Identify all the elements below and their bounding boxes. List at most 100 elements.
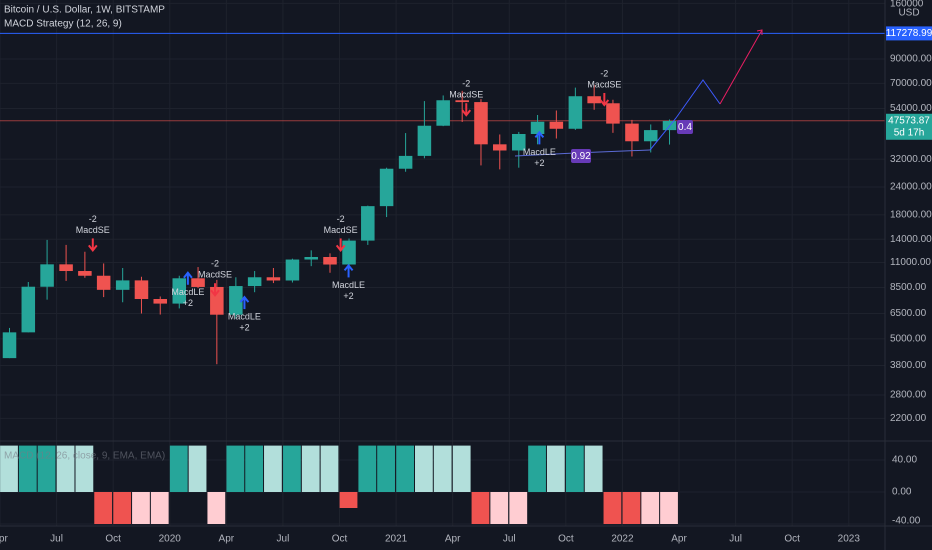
macd-bar xyxy=(301,445,320,492)
candle-body xyxy=(417,125,432,156)
macd-bar xyxy=(264,445,282,492)
signal-qty: -2 xyxy=(211,259,219,269)
candle-body xyxy=(153,298,168,304)
y-tick-label: 40.00 xyxy=(892,455,917,466)
macd-pane xyxy=(0,445,885,525)
candles xyxy=(2,84,677,365)
price-label-box xyxy=(886,113,932,140)
macd-bar xyxy=(414,445,433,492)
x-tick-label: 2023 xyxy=(838,534,861,545)
x-tick-label: Oct xyxy=(784,534,800,545)
countdown-label: 5d 17h xyxy=(894,127,925,138)
candle-body xyxy=(568,96,583,129)
macd-bar xyxy=(584,445,603,492)
signal-qty: +2 xyxy=(534,158,544,168)
candle-body xyxy=(285,259,300,281)
macd-bar xyxy=(113,492,132,524)
signal-arrow-head xyxy=(335,244,346,253)
macd-bar xyxy=(283,445,301,492)
macd-bar xyxy=(660,492,678,524)
macd-bar xyxy=(358,445,377,492)
drawings: 0.92 0.4 xyxy=(514,29,763,163)
x-tick-label: 2021 xyxy=(385,534,408,545)
candle-body xyxy=(436,100,450,126)
signal-arrow-head xyxy=(210,289,220,297)
y-tick-label: 14000.00 xyxy=(890,234,932,245)
macd-bar xyxy=(245,445,264,492)
candle-body xyxy=(342,240,356,265)
signal-label: MacdSE xyxy=(324,225,358,235)
signal-arrow-head xyxy=(88,244,98,253)
macd-bar xyxy=(207,492,226,524)
label-box xyxy=(571,149,591,163)
price-label-box xyxy=(886,26,932,41)
candle-body xyxy=(625,123,639,142)
y-tick-label: 54000.00 xyxy=(890,103,932,114)
candle-body xyxy=(587,96,601,104)
signal-label: MacdLE xyxy=(523,147,556,157)
price-label: 117278.99 xyxy=(886,28,932,39)
candle-body xyxy=(549,121,564,129)
x-tick-label: Oct xyxy=(105,534,121,545)
macd-bar xyxy=(188,445,207,492)
candle-body xyxy=(474,102,488,145)
candle-body xyxy=(78,271,92,276)
candle-body xyxy=(266,277,281,281)
y-tick-label: 90000.00 xyxy=(890,54,932,65)
macd-bar xyxy=(528,445,546,492)
x-tick-label: Apr xyxy=(671,534,687,545)
macd-bar xyxy=(641,492,660,524)
macd-bar xyxy=(37,445,56,492)
macd-bar xyxy=(603,492,622,524)
signal-label: MacdSE xyxy=(198,270,232,280)
drawing-label: 0.4 xyxy=(678,122,692,133)
candle-body xyxy=(361,206,375,241)
macd-bar xyxy=(132,492,150,524)
macd-bar xyxy=(226,445,245,492)
candle-body xyxy=(493,144,507,151)
price-label: 47573.87 xyxy=(888,115,930,126)
y-tick-label: 24000.00 xyxy=(890,182,932,193)
signal-qty: -2 xyxy=(600,68,608,78)
signal-qty: +2 xyxy=(343,291,353,301)
y-tick-label: 2800.00 xyxy=(890,390,927,401)
strategy-label: MACD Strategy (12, 26, 9) xyxy=(4,19,122,30)
y-tick-label: 8500.00 xyxy=(890,282,927,293)
candle-body xyxy=(247,277,262,287)
candle-body xyxy=(191,278,205,287)
projection-line xyxy=(649,79,721,151)
macd-bar xyxy=(377,445,395,492)
candle-body xyxy=(455,100,469,103)
candle-body xyxy=(115,280,130,290)
x-tick-label: 2022 xyxy=(611,534,634,545)
candle-body xyxy=(323,257,337,265)
signal-arrow-head xyxy=(343,263,354,272)
signal-qty: -2 xyxy=(337,214,345,224)
signal-arrow-head xyxy=(183,271,193,279)
y-tick-label: 3800.00 xyxy=(890,360,927,371)
candle-body xyxy=(398,155,413,169)
candle-body xyxy=(40,264,54,287)
x-tick-label: Jul xyxy=(503,534,516,545)
signal-arrow-head xyxy=(239,295,250,303)
y-tick-label: 160000 xyxy=(890,0,924,10)
macd-bar xyxy=(622,492,641,524)
y-tick-label: 2200.00 xyxy=(890,413,927,424)
signal-label: MacdSE xyxy=(76,225,110,235)
y-tick-label: 6500.00 xyxy=(890,308,927,319)
macd-bar xyxy=(452,445,471,492)
x-tick-label: 2020 xyxy=(159,534,182,545)
macd-bar xyxy=(433,445,452,492)
y-tick-label: 32000.00 xyxy=(890,154,932,165)
macd-bar xyxy=(339,492,358,508)
candle-body xyxy=(134,280,149,299)
signal-qty: +2 xyxy=(183,298,193,308)
y-tick-label: 18000.00 xyxy=(890,210,932,221)
macd-bar xyxy=(396,445,414,492)
signal-arrow-head xyxy=(461,109,472,117)
chart-title: Bitcoin / U.S. Dollar, 1W, BITSTAMP xyxy=(4,5,165,16)
x-tick-label: Jul xyxy=(277,534,290,545)
macd-bar xyxy=(56,445,75,492)
x-tick-label: Apr xyxy=(445,534,461,545)
signal-label: MacdLE xyxy=(171,287,204,297)
